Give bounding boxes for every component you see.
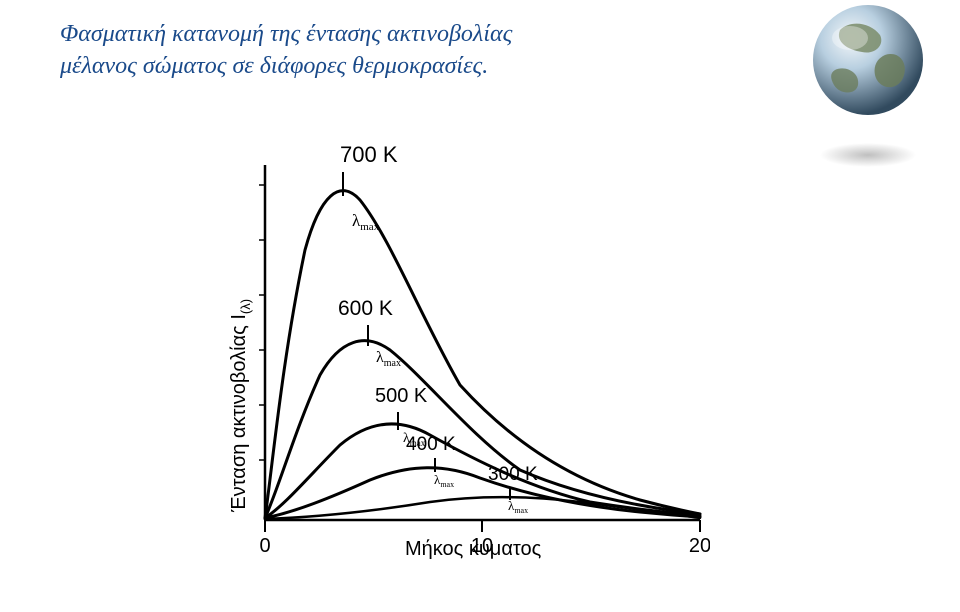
y-axis-label-text: Ένταση ακτινοβολίας I (228, 314, 250, 512)
title-line-2: μέλανος σώματος σε διάφορες θερμοκρασίες… (60, 53, 488, 79)
temperature-label: 500 K (375, 385, 428, 407)
temperature-label: 600 K (338, 297, 393, 320)
radiation-curve (265, 341, 700, 518)
lambda-max-label: λmax (352, 211, 380, 233)
x-tick-label: 20 (689, 535, 710, 557)
blackbody-radiation-chart: 01020700 Kλmax600 Kλmax500 Kλmax400 Kλma… (210, 140, 710, 565)
lambda-max-label: λmax (376, 349, 401, 369)
title-line-1: Φασματική κατανομή της έντασης ακτινοβολ… (60, 21, 512, 47)
lambda-max-label: λmax (508, 498, 528, 515)
y-axis-label-sub: (λ) (238, 299, 253, 314)
y-axis-label: Ένταση ακτινοβολίας I(λ) (228, 299, 253, 512)
lambda-max-label: λmax (434, 472, 454, 489)
x-tick-label: 0 (259, 535, 270, 557)
temperature-label: 700 K (340, 142, 398, 167)
temperature-label: 300 K (488, 464, 538, 485)
x-axis-label: Μήκος κύματος (405, 538, 541, 561)
slide-title: Φασματική κατανομή της έντασης ακτινοβολ… (60, 18, 660, 83)
radiation-curve (265, 497, 700, 519)
globe-decoration (790, 0, 940, 180)
radiation-curve (265, 191, 700, 518)
radiation-curve (265, 468, 700, 518)
temperature-label: 400 K (406, 434, 456, 455)
